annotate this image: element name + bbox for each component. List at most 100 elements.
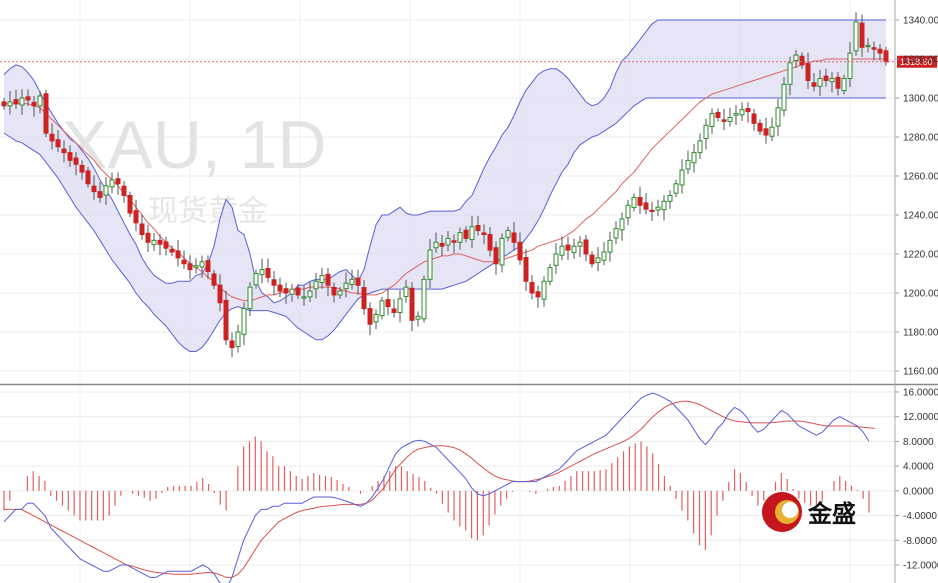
candle-body — [55, 139, 61, 148]
candle-body — [175, 250, 181, 259]
candle-body — [181, 259, 187, 265]
candle-body — [235, 331, 241, 347]
candle-body — [307, 290, 313, 298]
candle-body — [199, 261, 205, 268]
candle-body — [277, 284, 283, 292]
candle-body — [433, 241, 439, 249]
macd-grid — [0, 386, 895, 583]
candle-body — [745, 108, 751, 113]
candle-body — [445, 237, 451, 246]
candle-body — [577, 241, 583, 247]
candle-body — [469, 226, 475, 241]
candle-body — [73, 157, 79, 165]
price-tick-label: 1240.00 — [903, 211, 938, 222]
candle-body — [283, 288, 289, 294]
candle-body — [517, 241, 523, 261]
candle-body — [193, 265, 199, 268]
macd-tick-label: -4.0000 — [903, 511, 937, 522]
candle-body — [385, 299, 391, 308]
candle-body — [499, 237, 505, 266]
candle-body — [397, 298, 403, 314]
candle-body — [571, 245, 577, 253]
current-price-tag-bg — [897, 55, 937, 68]
candle-body — [349, 278, 355, 285]
candle-body — [37, 95, 43, 107]
candle-body — [451, 240, 457, 243]
candle-body — [241, 308, 247, 335]
candle-body — [715, 111, 721, 118]
candle-body — [25, 96, 31, 101]
candle-body — [229, 340, 235, 349]
candle-body — [475, 225, 481, 232]
candle-body — [829, 78, 835, 83]
candle-body — [115, 178, 121, 185]
candle-body — [139, 223, 145, 236]
candle-body — [253, 273, 259, 286]
candle-body — [127, 195, 133, 214]
candle-body — [343, 282, 349, 290]
candle-body — [709, 113, 715, 127]
macd-axis: 16.0000 12.0000 8.0000 4.0000 0.0000 -4.0000 -… — [895, 388, 938, 572]
candle-body — [733, 113, 739, 116]
candle-body — [775, 107, 781, 127]
candle-body — [109, 179, 115, 188]
macd-tick-label: 8.0000 — [903, 437, 934, 448]
macd-tick-label: -8.0000 — [903, 536, 937, 547]
candle-body — [13, 99, 19, 105]
candle-body — [337, 290, 343, 296]
candle-body — [85, 170, 91, 185]
candle-body — [205, 260, 211, 273]
price-tick-label: 1260.00 — [903, 172, 938, 183]
candle-body — [217, 284, 223, 304]
candle-body — [739, 109, 745, 116]
bollinger-middle-line — [4, 58, 886, 302]
candle-body — [49, 133, 55, 142]
candle-body — [373, 313, 379, 323]
candle-body — [757, 122, 763, 132]
logo-text: 金盛 — [807, 500, 856, 528]
price-tick-label: 1280.00 — [903, 133, 938, 144]
candle-body — [211, 273, 217, 286]
macd-signal-line — [4, 400, 875, 578]
candle-body — [19, 97, 25, 106]
candle-body — [697, 140, 703, 154]
bollinger-upper-line — [3, 19, 886, 304]
candle-body — [121, 185, 127, 196]
candle-body — [1, 101, 7, 107]
candle-body — [823, 75, 829, 81]
candle-body — [589, 254, 595, 265]
candle-body — [787, 62, 793, 85]
candle-body — [559, 245, 565, 256]
watermark-name: 现货黄金 — [148, 194, 268, 229]
candle-body — [883, 50, 889, 63]
watermark-symbol: XAU, 1D — [62, 107, 327, 183]
candle-body — [7, 101, 13, 107]
candle-body — [763, 128, 769, 136]
candle-body — [859, 22, 865, 48]
candle-body — [553, 253, 559, 266]
candle-body — [841, 78, 847, 92]
price-axis: 1340.00 1320.00 1300.00 1280.00 1260.00 1240.… — [894, 0, 938, 583]
candle-body — [493, 247, 499, 265]
candle-body — [667, 195, 673, 202]
candle-body — [61, 148, 67, 154]
candle-body — [301, 296, 307, 299]
candle-body — [133, 210, 139, 224]
candle-body — [187, 263, 193, 271]
candle-body — [595, 257, 601, 264]
candle-body — [565, 244, 571, 251]
candle-body — [151, 239, 157, 246]
candle-body — [403, 286, 409, 298]
candle-body — [721, 119, 727, 122]
candle-body — [415, 315, 421, 320]
candle-body — [439, 242, 445, 247]
candle-body — [91, 185, 97, 193]
candlestick-series — [1, 12, 889, 358]
candle-body — [295, 287, 301, 296]
candle-body — [271, 279, 277, 286]
candle-body — [535, 291, 541, 298]
candle-body — [661, 200, 667, 211]
macd-tick-label: 4.0000 — [903, 462, 934, 473]
candle-body — [607, 239, 613, 253]
candle-body — [325, 273, 331, 286]
